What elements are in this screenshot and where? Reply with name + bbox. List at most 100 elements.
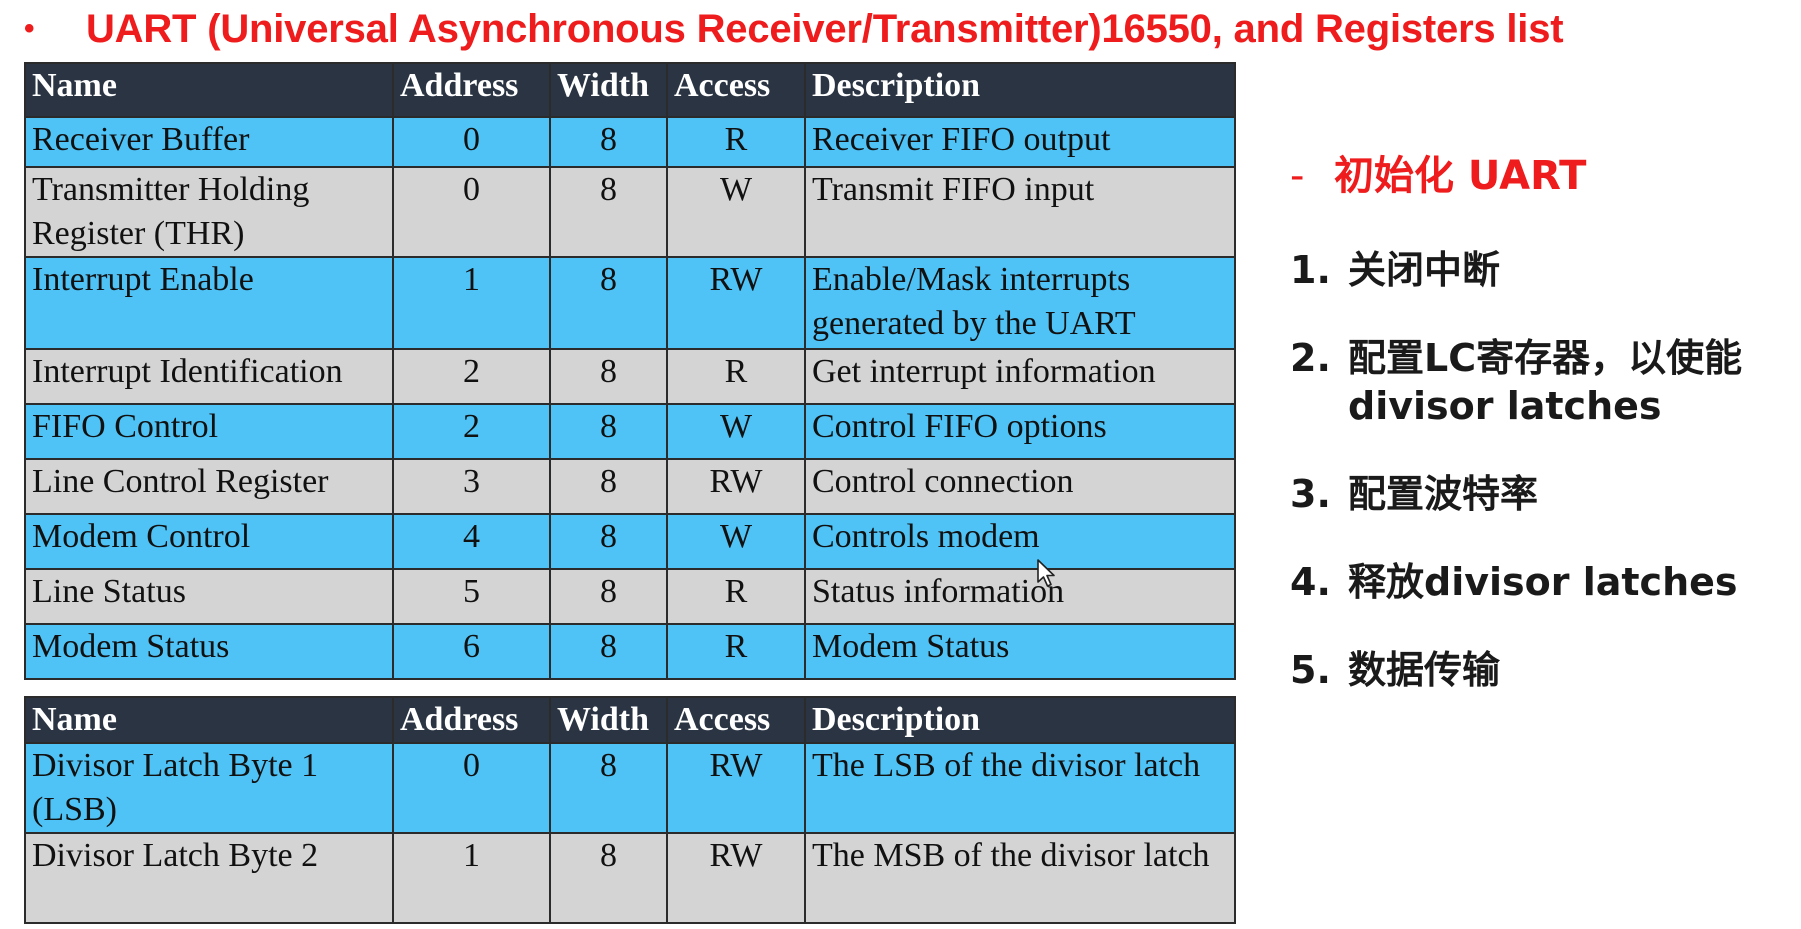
cell-description: Get interrupt information — [804, 348, 1236, 405]
step-number: 3. — [1290, 472, 1331, 516]
cell-description: Controls modem — [804, 513, 1236, 570]
step-item: 1. 关闭中断 — [1290, 246, 1790, 294]
cell-name: Interrupt Identification — [24, 348, 394, 405]
cell-address: 4 — [392, 513, 551, 570]
cell-name: Modem Status — [24, 623, 394, 680]
header-description: Description — [804, 696, 1236, 744]
cell-width: 8 — [549, 568, 668, 625]
table-row: Divisor Latch Byte 2 1 8 RW The MSB of t… — [24, 832, 1236, 924]
step-text: 释放divisor latches — [1348, 560, 1738, 604]
cell-width: 8 — [549, 403, 668, 460]
cell-name: Modem Control — [24, 513, 394, 570]
step-number: 2. — [1290, 336, 1331, 380]
table-row: Transmitter Holding Register (THR) 0 8 W… — [24, 166, 1236, 258]
cell-access: R — [666, 348, 806, 405]
cell-access: RW — [666, 742, 806, 834]
table-row: Interrupt Identification 2 8 R Get inter… — [24, 348, 1236, 405]
heading-text: 初始化 UART — [1334, 153, 1587, 199]
cell-description: Enable/Mask interrupts generated by the … — [804, 256, 1236, 350]
cell-access: RW — [666, 832, 806, 924]
cell-description: Control FIFO options — [804, 403, 1236, 460]
step-text: 数据传输 — [1348, 648, 1501, 692]
cell-access: R — [666, 568, 806, 625]
header-address: Address — [392, 696, 551, 744]
cell-address: 1 — [392, 832, 551, 924]
header-access: Access — [666, 62, 806, 118]
step-text: 配置波特率 — [1348, 472, 1539, 516]
cell-address: 0 — [392, 116, 551, 168]
step-text: 配置LC寄存器，以使能divisor latches — [1348, 336, 1743, 428]
step-number: 4. — [1290, 560, 1331, 604]
header-name: Name — [24, 62, 394, 118]
cell-width: 8 — [549, 832, 668, 924]
cell-description: The LSB of the divisor latch — [804, 742, 1236, 834]
table-header-row: Name Address Width Access Description — [24, 696, 1236, 744]
cell-description: Modem Status — [804, 623, 1236, 680]
cell-width: 8 — [549, 742, 668, 834]
cell-access: R — [666, 116, 806, 168]
cell-width: 8 — [549, 348, 668, 405]
step-number: 1. — [1290, 248, 1331, 292]
step-item: 5. 数据传输 — [1290, 646, 1790, 694]
registers-table: Name Address Width Access Description Re… — [24, 62, 1236, 680]
cell-address: 2 — [392, 348, 551, 405]
cell-name: Transmitter Holding Register (THR) — [24, 166, 394, 258]
cell-name: Divisor Latch Byte 1 (LSB) — [24, 742, 394, 834]
title-bullet: • — [24, 12, 35, 45]
cell-name: FIFO Control — [24, 403, 394, 460]
cell-name: Divisor Latch Byte 2 — [24, 832, 394, 924]
header-description: Description — [804, 62, 1236, 118]
init-steps-panel: - 初始化 UART 1. 关闭中断 2. 配置LC寄存器，以使能divisor la… — [1290, 146, 1790, 694]
cell-address: 1 — [392, 256, 551, 350]
cell-access: RW — [666, 256, 806, 350]
cell-address: 3 — [392, 458, 551, 515]
cell-description: Receiver FIFO output — [804, 116, 1236, 168]
cell-address: 0 — [392, 742, 551, 834]
cell-description: The MSB of the divisor latch — [804, 832, 1236, 924]
cell-width: 8 — [549, 513, 668, 570]
cell-name: Receiver Buffer — [24, 116, 394, 168]
cell-description: Status information — [804, 568, 1236, 625]
step-number: 5. — [1290, 648, 1331, 692]
heading-dash: - — [1290, 153, 1305, 199]
cell-description: Transmit FIFO input — [804, 166, 1236, 258]
cell-address: 0 — [392, 166, 551, 258]
table-row: Divisor Latch Byte 1 (LSB) 0 8 RW The LS… — [24, 742, 1236, 834]
mouse-pointer-icon — [1037, 559, 1055, 587]
init-steps-heading: - 初始化 UART — [1290, 146, 1790, 206]
cell-name: Line Control Register — [24, 458, 394, 515]
cell-width: 8 — [549, 623, 668, 680]
table-header-row: Name Address Width Access Description — [24, 62, 1236, 118]
cell-access: W — [666, 513, 806, 570]
header-name: Name — [24, 696, 394, 744]
cell-name: Interrupt Enable — [24, 256, 394, 350]
cell-access: RW — [666, 458, 806, 515]
header-width: Width — [549, 696, 668, 744]
cell-width: 8 — [549, 256, 668, 350]
table-row: Modem Control 4 8 W Controls modem — [24, 513, 1236, 570]
header-width: Width — [549, 62, 668, 118]
table-row: Line Status 5 8 R Status information — [24, 568, 1236, 625]
title-text: UART (Universal Asynchronous Receiver/Tr… — [86, 7, 1564, 51]
step-text: 关闭中断 — [1348, 248, 1501, 292]
cell-width: 8 — [549, 166, 668, 258]
cell-address: 6 — [392, 623, 551, 680]
cell-access: W — [666, 403, 806, 460]
cell-width: 8 — [549, 458, 668, 515]
step-item: 4. 释放divisor latches — [1290, 558, 1790, 606]
cell-access: W — [666, 166, 806, 258]
table-row: Interrupt Enable 1 8 RW Enable/Mask inte… — [24, 256, 1236, 350]
cell-access: R — [666, 623, 806, 680]
cell-address: 2 — [392, 403, 551, 460]
header-address: Address — [392, 62, 551, 118]
header-access: Access — [666, 696, 806, 744]
table-row: Line Control Register 3 8 RW Control con… — [24, 458, 1236, 515]
step-item: 2. 配置LC寄存器，以使能divisor latches — [1290, 334, 1790, 430]
slide-title: • UART (Universal Asynchronous Receiver/T… — [24, 4, 1564, 54]
divisor-latch-table: Name Address Width Access Description Di… — [24, 696, 1236, 924]
cell-address: 5 — [392, 568, 551, 625]
table-row: Receiver Buffer 0 8 R Receiver FIFO outp… — [24, 116, 1236, 168]
table-row: Modem Status 6 8 R Modem Status — [24, 623, 1236, 680]
cell-description: Control connection — [804, 458, 1236, 515]
cell-name: Line Status — [24, 568, 394, 625]
